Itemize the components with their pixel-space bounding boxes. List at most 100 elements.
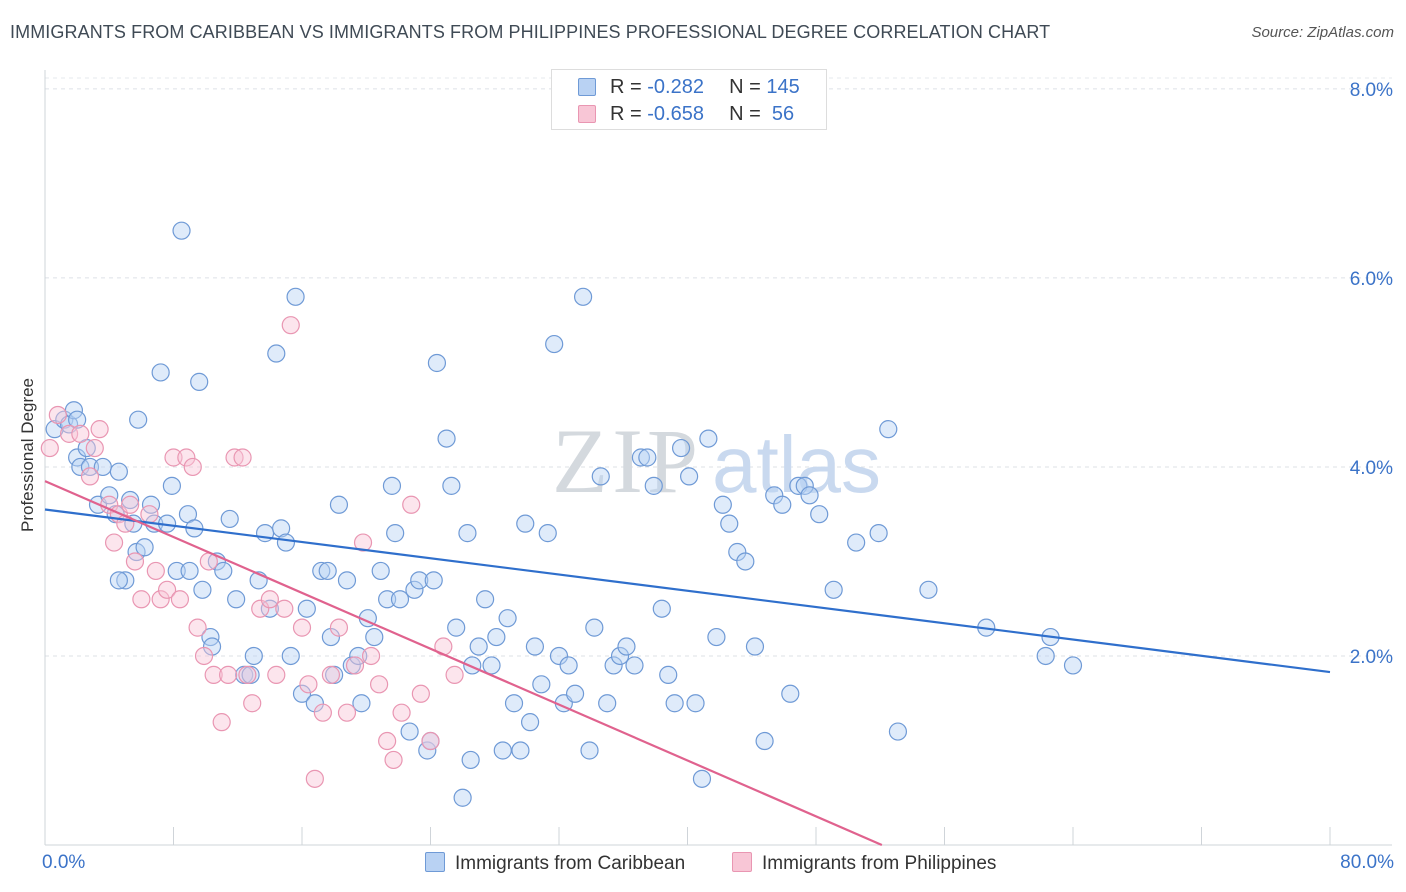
- caribbean-point: [190, 372, 209, 391]
- bottom-legend-swatch-caribbean: [425, 852, 445, 872]
- philippines-point: [121, 495, 140, 514]
- caribbean-point: [538, 524, 557, 543]
- watermark-atlas: atlas: [712, 420, 881, 509]
- philippines-point: [146, 561, 165, 581]
- axes: [44, 70, 1392, 846]
- caribbean-point: [847, 533, 866, 552]
- caribbean-point: [312, 561, 331, 581]
- caribbean-point: [487, 627, 506, 647]
- caribbean-point: [755, 731, 774, 751]
- caribbean-point: [180, 561, 199, 581]
- philippines-point: [321, 665, 341, 684]
- caribbean-point: [410, 571, 429, 590]
- caribbean-point: [631, 448, 651, 467]
- philippines-point: [402, 495, 421, 514]
- caribbean-point: [318, 561, 337, 581]
- caribbean-point: [565, 684, 585, 703]
- caribbean-point: [267, 344, 286, 363]
- philippines-point: [80, 467, 100, 486]
- caribbean-point: [260, 599, 279, 618]
- caribbean-point: [100, 486, 119, 505]
- caribbean-point: [591, 467, 610, 486]
- legend-r-value: -0.282: [647, 76, 704, 98]
- caribbean-point: [498, 609, 517, 628]
- y-tick-labels: 2.0% 4.0% 6.0% 8.0%: [1350, 80, 1393, 668]
- caribbean-point: [482, 656, 501, 675]
- caribbean-point: [167, 561, 186, 581]
- caribbean-point: [151, 363, 170, 382]
- caribbean-point: [713, 495, 732, 514]
- caribbean-point: [810, 505, 829, 524]
- caribbean-point: [610, 646, 630, 666]
- caribbean-point: [286, 287, 305, 306]
- philippines-point: [104, 533, 124, 552]
- philippines-point: [392, 703, 411, 722]
- caribbean-point: [329, 495, 349, 514]
- caribbean-point: [162, 476, 181, 495]
- philippines-point: [313, 703, 332, 722]
- caribbean-point: [227, 590, 246, 609]
- caribbean-point: [453, 788, 472, 807]
- y-tick-label: 8.0%: [1350, 80, 1393, 101]
- philippines-point: [188, 618, 207, 637]
- caribbean-point: [680, 467, 699, 486]
- caribbean-point: [405, 580, 424, 599]
- caribbean-point: [625, 656, 644, 675]
- caribbean-point: [469, 637, 488, 656]
- legend-r-label: R =: [610, 103, 642, 125]
- caribbean-point: [109, 462, 128, 481]
- legend-n-value: 145: [766, 76, 800, 98]
- legend-swatch-philippines: [578, 105, 596, 123]
- caribbean-trend-line: [44, 508, 1331, 674]
- philippines-point: [345, 656, 365, 675]
- watermark: ZIP atlas: [552, 410, 881, 512]
- caribbean-point: [68, 410, 87, 429]
- caribbean-point: [352, 694, 371, 713]
- caribbean-point: [1036, 646, 1055, 666]
- philippines-point: [164, 448, 183, 467]
- philippines-point: [151, 590, 170, 609]
- caribbean-point: [869, 524, 888, 543]
- caribbean-point: [573, 287, 593, 306]
- caribbean-point: [172, 221, 191, 240]
- caribbean-point: [580, 741, 599, 760]
- caribbean-point: [382, 476, 402, 495]
- caribbean-point: [532, 675, 551, 694]
- caribbean-point: [378, 590, 397, 609]
- philippines-point: [445, 665, 464, 684]
- philippines-point: [125, 552, 145, 571]
- caribbean-point: [476, 590, 495, 609]
- legend-swatch-caribbean: [578, 78, 596, 96]
- y-tick-label: 4.0%: [1350, 458, 1393, 479]
- philippines-point: [90, 420, 109, 439]
- caribbean-point: [644, 476, 663, 495]
- legend-n-label: N =: [729, 103, 761, 125]
- philippines-point: [378, 731, 397, 751]
- caribbean-point: [617, 637, 636, 656]
- philippines-point: [204, 665, 223, 684]
- caribbean-point: [559, 656, 578, 675]
- caribbean-point: [371, 561, 390, 581]
- caribbean-point: [141, 495, 161, 514]
- caribbean-point: [720, 514, 739, 533]
- philippines-point: [329, 618, 349, 637]
- philippines-point: [177, 448, 196, 467]
- correlation-legend: R = -0.282 N = 145 R = -0.658 N = 56: [551, 69, 827, 130]
- philippines-point: [260, 590, 279, 609]
- caribbean-point: [135, 538, 154, 557]
- philippines-point: [299, 675, 318, 694]
- philippines-point: [281, 316, 300, 335]
- caribbean-point: [201, 627, 220, 647]
- philippines-point: [251, 599, 270, 618]
- caribbean-point: [71, 457, 90, 477]
- caribbean-point: [545, 334, 564, 354]
- caribbean-point: [707, 627, 726, 647]
- caribbean-point: [665, 694, 684, 713]
- caribbean-point: [365, 627, 384, 647]
- chart-title: IMMIGRANTS FROM CARIBBEAN VS IMMIGRANTS …: [10, 22, 1051, 42]
- philippines-point: [71, 424, 90, 443]
- caribbean-point: [437, 429, 456, 448]
- caribbean-point: [919, 580, 938, 599]
- caribbean-point: [386, 524, 405, 543]
- trend-lines: [44, 480, 1331, 847]
